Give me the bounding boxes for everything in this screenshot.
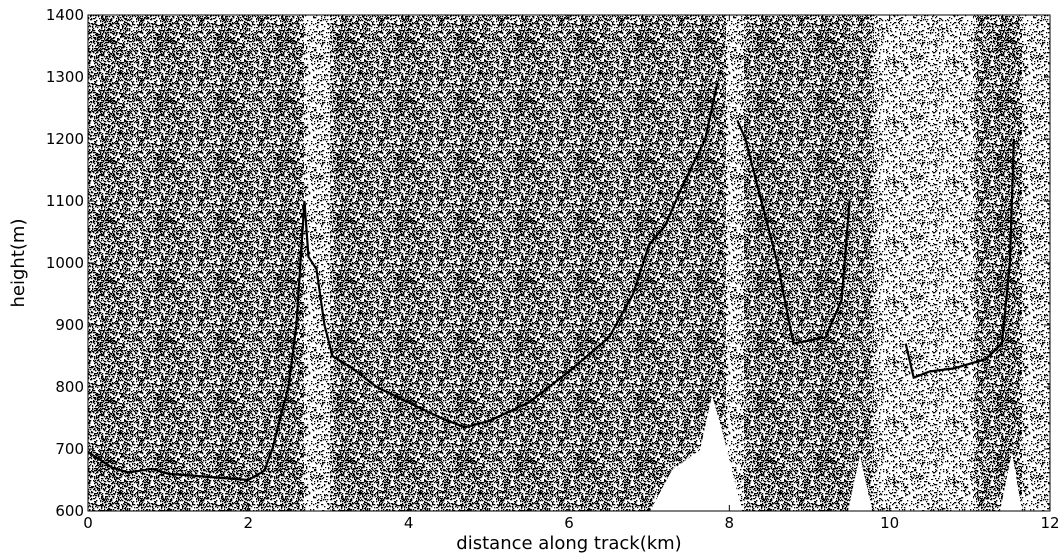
x-tick-label: 4 — [404, 514, 414, 532]
y-axis-label: height(m) — [8, 219, 29, 308]
y-tick-label: 1200 — [46, 130, 84, 148]
x-tick-label: 2 — [244, 514, 254, 532]
x-tick-label: 12 — [1040, 514, 1059, 532]
x-tick-label: 10 — [880, 514, 899, 532]
x-tick-label: 6 — [564, 514, 574, 532]
y-tick-label: 1000 — [46, 254, 84, 272]
plot — [87, 82, 1016, 482]
no-data — [1000, 452, 1022, 511]
x-tick-label: 8 — [725, 514, 735, 532]
y-tick-label: 1100 — [46, 192, 84, 210]
no-data — [650, 395, 742, 511]
surface-line — [87, 82, 1016, 482]
x-axis-label: distance along track(km) — [456, 533, 681, 554]
noise-light — [874, 15, 974, 511]
y-tick-label: 900 — [55, 316, 84, 334]
y-tick-label: 800 — [55, 378, 84, 396]
noise — [88, 15, 1050, 511]
y-tick-label: 700 — [55, 440, 84, 458]
y-tick-label: 600 — [55, 502, 84, 520]
noise-light — [304, 15, 330, 511]
x-tick-label: 0 — [83, 514, 93, 532]
y-tick-label: 1400 — [46, 6, 84, 24]
noise-light — [726, 15, 744, 511]
no-data — [848, 455, 872, 511]
y-tick-label: 1300 — [46, 68, 84, 86]
